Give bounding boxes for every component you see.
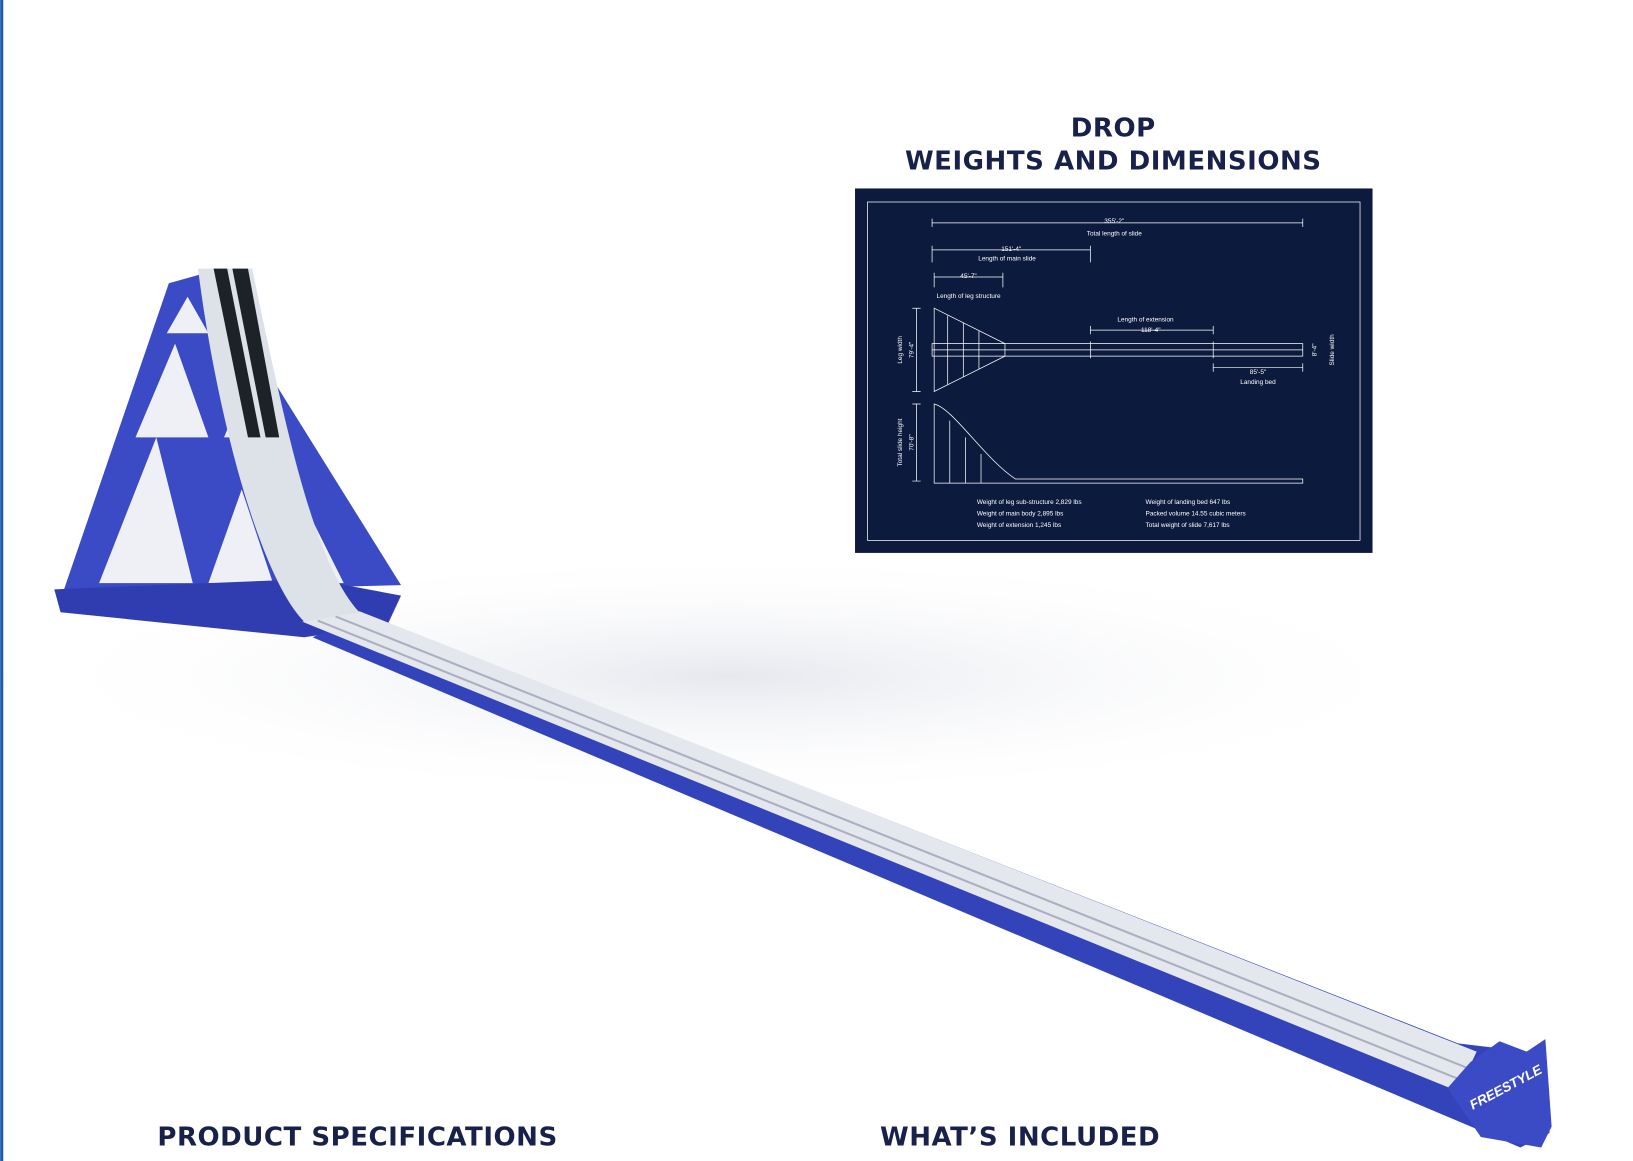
blueprint-part	[912, 218, 1304, 482]
section-heading: PRODUCT SPECIFICATIONS	[157, 1122, 557, 1152]
blueprint-part	[867, 201, 1361, 541]
dimension-value: 118'-4"	[1141, 327, 1161, 334]
weight-line: Weight of extension 1,245 lbs	[977, 522, 1061, 529]
dimension-value: 79'-4"	[908, 341, 915, 358]
slide-illustration: FREESTYLE	[0, 268, 1552, 1148]
slide-illustration-part	[213, 268, 280, 438]
dimension-value: 85'-5"	[1250, 369, 1267, 376]
dimension-value: 45'-7"	[960, 273, 977, 280]
title-line: WEIGHTS AND DIMENSIONS	[905, 147, 1322, 177]
edge-strip	[0, 0, 4, 1161]
dimension-label: Length of extension	[1117, 317, 1174, 324]
weight-line: Weight of leg sub-structure 2,829 lbs	[977, 499, 1082, 506]
dimension-value: 355'-2"	[1104, 218, 1125, 225]
dimension-label: Length of main slide	[978, 255, 1036, 262]
dimension-value: 8'-4"	[1311, 343, 1318, 357]
weight-line: Packed volume 14.55 cubic meters	[1146, 510, 1246, 517]
dimension-value: 151'-4"	[1001, 246, 1022, 253]
slide-illustration-part	[99, 296, 344, 584]
dimension-label: Leg width	[897, 336, 904, 364]
dimension-label: Slide width	[1329, 334, 1336, 366]
blueprint: 355'-2" Total length of slide 151'-4" Le…	[855, 188, 1373, 553]
section-heading: WHAT’S INCLUDED	[880, 1122, 1160, 1152]
blueprint-part	[933, 403, 1304, 484]
weight-line: Weight of landing bed 647 lbs	[1146, 499, 1231, 506]
dimension-label: Total length of slide	[1087, 230, 1143, 237]
dimension-label: Total slide height	[897, 418, 904, 466]
title-line: DROP	[1071, 113, 1156, 143]
weight-line: Total weight of slide 7,617 lbs	[1146, 522, 1230, 529]
slide-illustration-part	[317, 615, 1469, 1082]
blueprint-part	[855, 188, 1373, 553]
dimension-label: Length of leg structure	[936, 293, 1000, 300]
dimension-value: 70'-8"	[908, 434, 915, 451]
slide-illustration-part	[1447, 1039, 1552, 1148]
weight-line: Weight of main body 2,895 lbs	[977, 510, 1063, 517]
dimension-label: Landing bed	[1240, 379, 1276, 386]
blueprint-part	[931, 307, 1304, 393]
